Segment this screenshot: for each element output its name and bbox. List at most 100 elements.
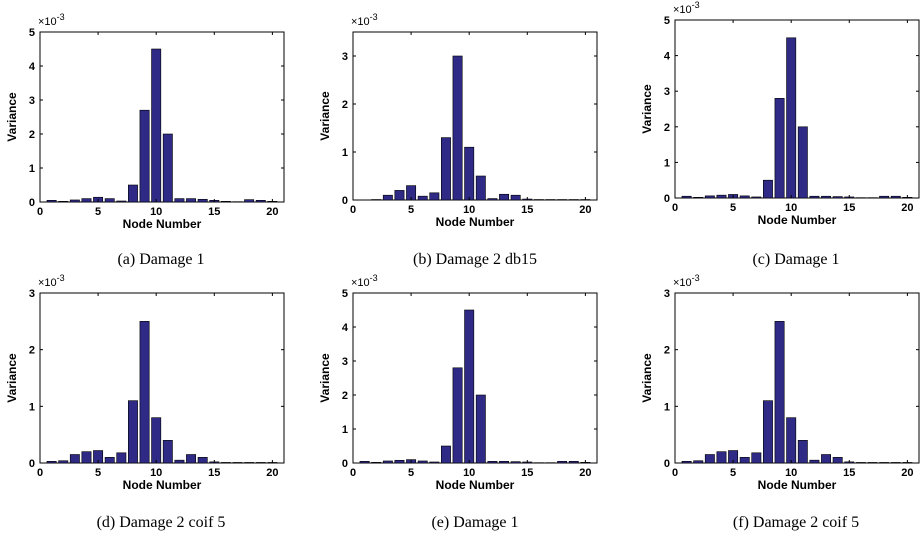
y-tick-label: 1 bbox=[342, 424, 348, 436]
y-multiplier-base: ×10 bbox=[38, 16, 57, 28]
y-tick-label: 2 bbox=[664, 122, 670, 134]
x-tick-label: 0 bbox=[350, 204, 356, 216]
y-multiplier-base: ×10 bbox=[351, 277, 370, 289]
x-tick-label: 0 bbox=[672, 202, 678, 214]
bar bbox=[139, 109, 150, 203]
bar bbox=[162, 440, 173, 464]
subplot-f: 0 5 10 15 20 0 1 2 3×10-3 Node Number Variance (f) … bbox=[640, 273, 920, 531]
y-tick-label: 2 bbox=[664, 345, 670, 357]
y-tick-label: 3 bbox=[29, 288, 35, 300]
bar bbox=[693, 460, 704, 464]
bar bbox=[487, 460, 498, 464]
axes-box bbox=[674, 292, 920, 464]
bar bbox=[244, 199, 255, 203]
bar bbox=[139, 321, 150, 464]
y-multiplier: ×10-3 bbox=[673, 273, 700, 289]
bar bbox=[220, 462, 231, 464]
y-axis-label: Variance bbox=[5, 353, 19, 403]
x-tick-label: 20 bbox=[579, 467, 591, 479]
bar bbox=[359, 460, 370, 464]
bar bbox=[81, 198, 92, 203]
bar bbox=[186, 198, 196, 203]
y-tick-label: 4 bbox=[29, 61, 36, 73]
subplot-caption: (a) Damage 1 bbox=[117, 251, 204, 268]
bar bbox=[855, 462, 866, 464]
bar bbox=[879, 195, 890, 199]
bar bbox=[821, 195, 831, 199]
bar bbox=[809, 459, 820, 464]
bar bbox=[763, 400, 773, 464]
bar bbox=[890, 195, 901, 199]
bar bbox=[452, 367, 463, 464]
bar bbox=[46, 200, 57, 203]
bar bbox=[797, 440, 808, 464]
subplot-caption: (b) Damage 2 db15 bbox=[413, 251, 537, 268]
bar bbox=[232, 462, 243, 464]
bar bbox=[174, 198, 185, 203]
y-tick-label: 0 bbox=[664, 193, 670, 205]
bar bbox=[510, 194, 521, 201]
bar bbox=[739, 195, 750, 199]
y-tick-label: 2 bbox=[342, 99, 348, 111]
bar bbox=[716, 194, 727, 199]
x-tick-label: 20 bbox=[901, 202, 913, 214]
bar bbox=[69, 199, 80, 203]
y-tick-label: 1 bbox=[342, 147, 348, 159]
bar bbox=[704, 195, 715, 199]
y-multiplier-exponent: -3 bbox=[692, 0, 700, 10]
y-tick-label: 2 bbox=[342, 390, 348, 402]
bar bbox=[174, 459, 185, 464]
subplot-caption: (f) Damage 2 coif 5 bbox=[733, 514, 859, 531]
x-tick-label: 5 bbox=[408, 204, 414, 216]
bar bbox=[382, 194, 393, 201]
bar bbox=[797, 126, 808, 199]
bar bbox=[220, 201, 231, 203]
y-multiplier-base: ×10 bbox=[673, 4, 692, 16]
bar bbox=[116, 200, 127, 203]
y-multiplier-base: ×10 bbox=[351, 16, 370, 28]
y-multiplier-exponent: -3 bbox=[57, 273, 65, 283]
bar bbox=[441, 137, 451, 201]
bar bbox=[499, 193, 509, 201]
x-tick-label: 15 bbox=[843, 202, 855, 214]
x-tick-label: 5 bbox=[95, 206, 101, 218]
x-tick-label: 10 bbox=[463, 204, 475, 216]
bar bbox=[255, 200, 266, 203]
bar bbox=[763, 179, 773, 199]
bar bbox=[151, 417, 162, 464]
y-axis-label: Variance bbox=[5, 92, 19, 142]
bar bbox=[890, 462, 901, 464]
bar bbox=[151, 48, 162, 203]
y-multiplier-base: ×10 bbox=[38, 277, 57, 289]
y-multiplier: ×10-3 bbox=[351, 273, 378, 289]
bar bbox=[681, 195, 692, 199]
bar bbox=[244, 462, 255, 464]
bar bbox=[371, 462, 382, 464]
x-tick-label: 5 bbox=[730, 202, 736, 214]
bar bbox=[475, 394, 486, 464]
bar bbox=[510, 461, 521, 464]
y-tick-label: 5 bbox=[29, 27, 35, 39]
bar bbox=[704, 454, 715, 464]
bar bbox=[441, 445, 451, 464]
y-tick-label: 0 bbox=[664, 458, 670, 470]
y-axis-label: Variance bbox=[640, 84, 654, 134]
axes-box bbox=[39, 292, 285, 464]
y-tick-label: 0 bbox=[342, 195, 348, 207]
bar bbox=[197, 457, 208, 464]
bar bbox=[116, 452, 127, 464]
x-tick-label: 15 bbox=[208, 206, 220, 218]
x-tick-label: 5 bbox=[95, 467, 101, 479]
axes-box bbox=[352, 31, 598, 201]
bar bbox=[46, 460, 57, 464]
y-tick-label: 1 bbox=[29, 163, 35, 175]
y-tick-label: 2 bbox=[29, 129, 35, 141]
x-axis-label: Node Number bbox=[123, 217, 202, 231]
y-tick-label: 0 bbox=[342, 458, 348, 470]
y-tick-label: 0 bbox=[29, 197, 35, 209]
bar bbox=[255, 462, 266, 464]
